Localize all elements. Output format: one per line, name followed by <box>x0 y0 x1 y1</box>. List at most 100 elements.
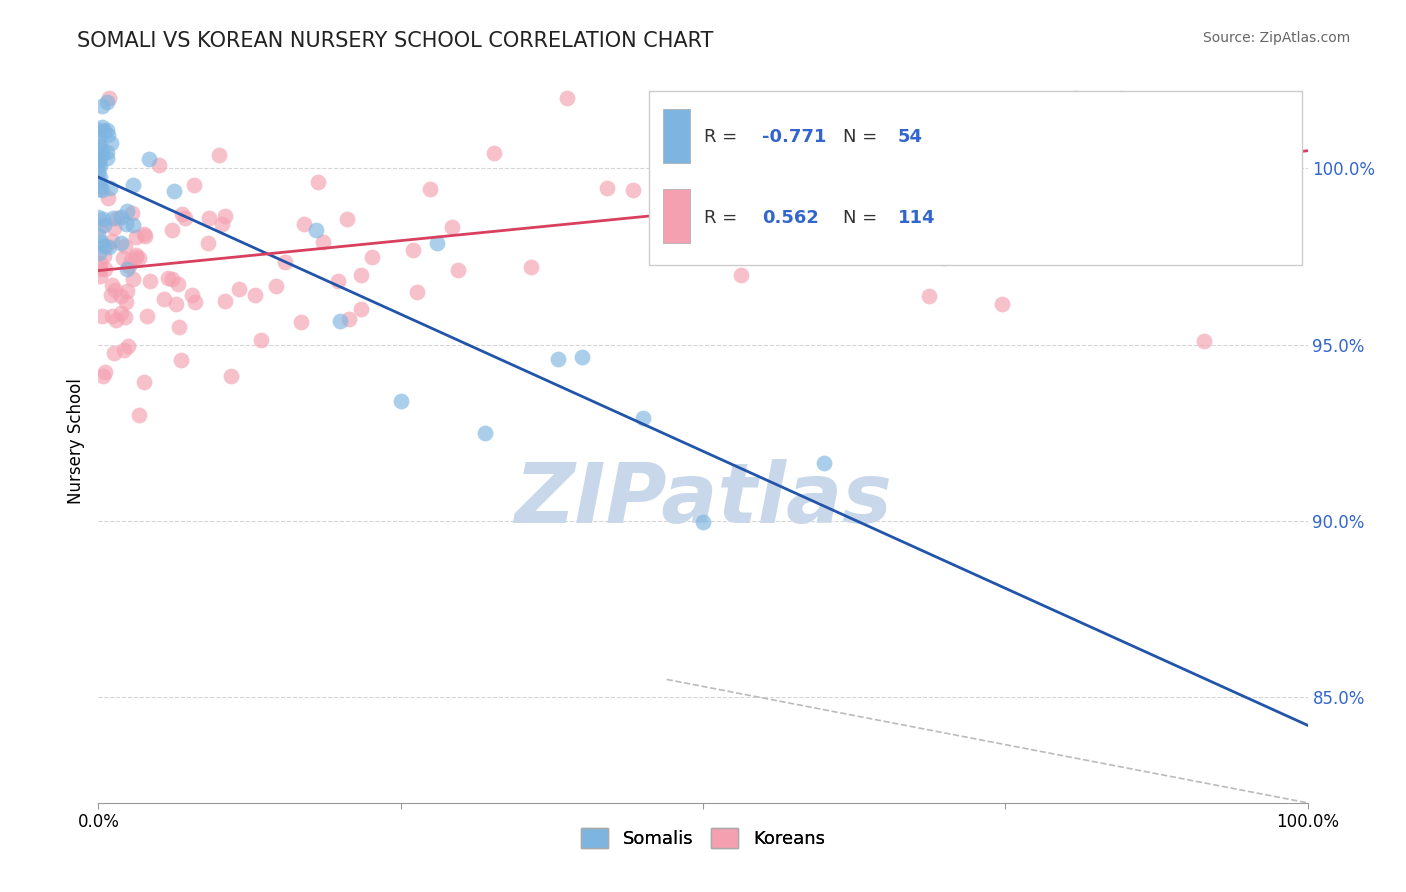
Point <box>165 296 187 310</box>
Point <box>97 191 120 205</box>
Point <box>103 211 125 226</box>
Point <box>89 220 111 235</box>
Point <box>96 123 118 137</box>
Point <box>183 178 205 192</box>
Point <box>89 170 111 185</box>
Point <box>89 262 111 277</box>
Point <box>160 272 183 286</box>
Point <box>571 350 593 364</box>
Point <box>307 175 329 189</box>
Point <box>89 139 111 153</box>
Point <box>100 288 122 302</box>
Point <box>214 210 236 224</box>
Point <box>389 394 412 409</box>
Point <box>336 211 359 226</box>
Point <box>170 353 193 368</box>
Point <box>94 261 117 276</box>
Point <box>419 182 441 196</box>
Point <box>890 178 912 192</box>
Point <box>87 157 110 171</box>
Point <box>93 124 115 138</box>
Point <box>87 228 110 243</box>
Point <box>692 516 714 530</box>
Point <box>91 211 114 226</box>
Text: 54: 54 <box>897 128 922 145</box>
Point <box>125 230 148 244</box>
FancyBboxPatch shape <box>664 189 690 243</box>
Point <box>211 217 233 231</box>
Text: Source: ZipAtlas.com: Source: ZipAtlas.com <box>1202 31 1350 45</box>
Point <box>181 288 204 302</box>
Point <box>1104 129 1126 144</box>
Point <box>89 256 111 270</box>
Point <box>87 123 110 137</box>
Point <box>197 211 219 226</box>
Point <box>1241 140 1264 154</box>
Point <box>120 252 142 267</box>
Point <box>138 152 160 166</box>
Point <box>631 410 654 425</box>
Point <box>730 268 752 283</box>
Point <box>520 260 543 274</box>
Point <box>813 456 835 470</box>
FancyBboxPatch shape <box>648 91 1302 265</box>
Point <box>136 309 159 323</box>
Point <box>1064 91 1087 105</box>
Point <box>91 369 114 384</box>
Point <box>122 272 145 286</box>
Point <box>1192 334 1215 348</box>
Point <box>835 178 858 192</box>
Point <box>87 153 110 167</box>
Point <box>990 297 1012 311</box>
Point <box>90 235 112 249</box>
Point <box>110 288 132 302</box>
Point <box>115 284 138 298</box>
Point <box>91 120 114 135</box>
Point <box>91 99 114 113</box>
Point <box>94 239 117 253</box>
Point <box>122 218 145 232</box>
Point <box>160 222 183 236</box>
Point <box>103 221 125 235</box>
Point <box>117 339 139 353</box>
Point <box>949 97 972 112</box>
Point <box>110 306 132 320</box>
Point <box>918 289 941 303</box>
Point <box>93 218 115 232</box>
Point <box>214 294 236 309</box>
Point <box>128 251 150 265</box>
Point <box>219 369 242 384</box>
Text: 114: 114 <box>897 209 935 227</box>
Point <box>105 312 128 326</box>
Point <box>118 259 141 273</box>
Point <box>555 91 578 105</box>
Point <box>157 271 180 285</box>
Point <box>361 250 384 264</box>
Point <box>89 178 111 193</box>
Point <box>402 244 425 258</box>
Text: R =: R = <box>704 128 744 145</box>
Point <box>740 186 762 201</box>
Point <box>87 182 110 196</box>
Point <box>170 207 193 221</box>
Point <box>250 333 273 347</box>
Point <box>153 292 176 306</box>
Point <box>163 184 186 198</box>
Point <box>98 91 121 105</box>
Point <box>97 240 120 254</box>
Point <box>139 274 162 288</box>
Point <box>326 274 349 288</box>
Point <box>208 148 231 162</box>
Point <box>311 235 333 250</box>
Point <box>90 143 112 157</box>
Point <box>121 178 143 192</box>
Point <box>1076 121 1098 136</box>
Point <box>290 315 312 329</box>
Point <box>117 203 139 218</box>
Point <box>228 282 250 296</box>
Point <box>89 160 111 174</box>
Point <box>96 95 118 110</box>
Point <box>128 409 150 423</box>
Point <box>931 119 953 133</box>
Text: SOMALI VS KOREAN NURSERY SCHOOL CORRELATION CHART: SOMALI VS KOREAN NURSERY SCHOOL CORRELAT… <box>77 31 714 51</box>
